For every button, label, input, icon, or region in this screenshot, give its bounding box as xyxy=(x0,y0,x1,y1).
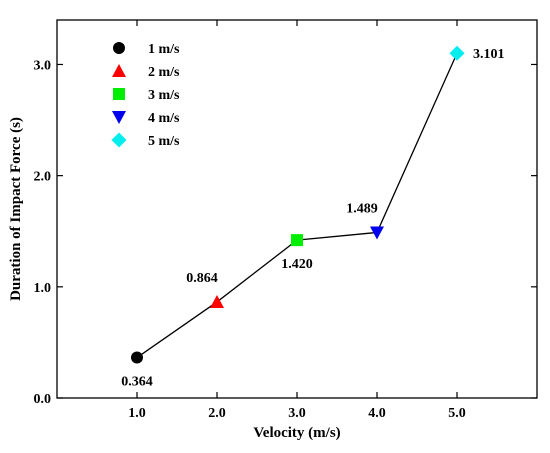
data-point-1 xyxy=(131,351,143,364)
y-tick-label: 0.0 xyxy=(34,392,52,407)
legend-label-1: 1 m/s xyxy=(148,42,180,57)
y-axis-label: Duration of Impact Force (s) xyxy=(8,117,24,301)
legend-marker-1 xyxy=(113,42,125,54)
legend-label-4: 4 m/s xyxy=(148,111,180,126)
data-point-4 xyxy=(370,226,384,240)
data-label-4: 1.489 xyxy=(346,201,378,216)
data-label-2: 0.864 xyxy=(186,271,218,286)
y-tick-label: 1.0 xyxy=(34,281,52,296)
axes: 1.0 2.0 3.0 4.0 5.0 0.0 1.0 2.0 3.0 xyxy=(34,20,537,421)
y-tick-label: 2.0 xyxy=(34,170,52,185)
x-axis-label: Velocity (m/s) xyxy=(253,425,340,441)
x-tick-label: 5.0 xyxy=(448,406,466,421)
y-tick-label: 3.0 xyxy=(34,58,52,73)
data-label-3: 1.420 xyxy=(281,257,313,272)
legend: 1 m/s 2 m/s 3 m/s 4 m/s 5 m/s xyxy=(111,42,180,149)
data-point-3 xyxy=(291,234,303,247)
x-tick-label: 3.0 xyxy=(288,406,306,421)
data-marks xyxy=(131,45,465,364)
data-point-5 xyxy=(449,45,465,61)
data-point-2 xyxy=(210,294,224,308)
data-label-1: 0.364 xyxy=(121,375,153,390)
data-label-5: 3.101 xyxy=(473,47,505,62)
legend-marker-3 xyxy=(113,88,125,100)
legend-marker-2 xyxy=(112,64,126,77)
legend-label-3: 3 m/s xyxy=(148,88,180,103)
legend-label-5: 5 m/s xyxy=(148,134,180,149)
legend-marker-4 xyxy=(112,111,126,124)
data-labels: 0.364 0.864 1.420 1.489 3.101 xyxy=(121,47,504,389)
legend-label-2: 2 m/s xyxy=(148,65,180,80)
legend-marker-5 xyxy=(111,132,127,148)
plot-area xyxy=(56,19,538,399)
x-tick-label: 1.0 xyxy=(128,406,146,421)
x-tick-label: 2.0 xyxy=(208,406,226,421)
x-tick-label: 4.0 xyxy=(368,406,386,421)
